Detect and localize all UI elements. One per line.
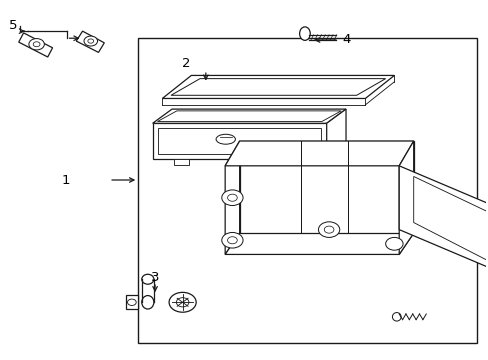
Polygon shape [158, 127, 320, 154]
Ellipse shape [392, 312, 400, 321]
Text: 5: 5 [9, 19, 18, 32]
Polygon shape [398, 166, 488, 283]
Ellipse shape [299, 27, 309, 40]
Polygon shape [326, 109, 346, 159]
Polygon shape [398, 141, 413, 255]
Polygon shape [224, 233, 413, 255]
Ellipse shape [142, 296, 154, 309]
Bar [138, 38, 476, 343]
Circle shape [33, 42, 40, 47]
Text: 1: 1 [61, 174, 70, 186]
Bar [290, 159, 305, 165]
Polygon shape [157, 111, 341, 122]
Circle shape [227, 194, 237, 201]
Ellipse shape [142, 274, 154, 284]
Polygon shape [126, 295, 138, 309]
Polygon shape [224, 141, 239, 255]
Text: 3: 3 [150, 271, 159, 284]
Circle shape [324, 226, 333, 233]
Polygon shape [152, 109, 346, 123]
Circle shape [385, 238, 402, 250]
Circle shape [222, 190, 243, 206]
Circle shape [169, 292, 196, 312]
Circle shape [29, 39, 44, 50]
Ellipse shape [216, 134, 235, 144]
Polygon shape [171, 78, 385, 95]
Polygon shape [162, 76, 393, 99]
Circle shape [227, 237, 237, 244]
Polygon shape [19, 33, 53, 57]
Circle shape [222, 233, 243, 248]
Circle shape [176, 298, 188, 307]
Polygon shape [152, 123, 326, 159]
Text: 4: 4 [342, 33, 350, 46]
Text: 2: 2 [182, 57, 190, 70]
Circle shape [84, 36, 97, 46]
Circle shape [88, 39, 94, 43]
Polygon shape [239, 141, 413, 233]
Polygon shape [224, 141, 413, 166]
Circle shape [127, 299, 136, 306]
Polygon shape [76, 31, 104, 53]
Polygon shape [413, 176, 488, 272]
Bar [174, 159, 188, 165]
Circle shape [318, 222, 339, 238]
